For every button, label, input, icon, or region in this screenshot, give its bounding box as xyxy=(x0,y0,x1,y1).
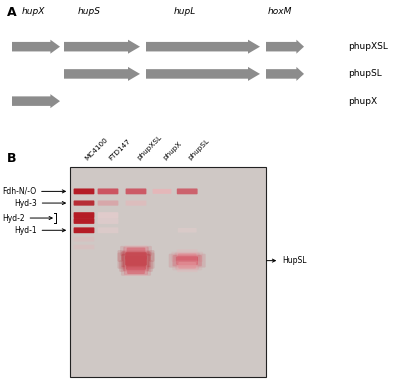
Text: MC4100: MC4100 xyxy=(84,136,109,161)
Text: Hyd-2: Hyd-2 xyxy=(2,214,52,223)
FancyBboxPatch shape xyxy=(177,249,198,272)
Text: Fdh-N/-O: Fdh-N/-O xyxy=(2,187,65,196)
Text: hoxM: hoxM xyxy=(268,7,292,16)
FancyBboxPatch shape xyxy=(74,189,94,194)
Polygon shape xyxy=(64,40,140,54)
FancyBboxPatch shape xyxy=(175,261,199,270)
FancyBboxPatch shape xyxy=(172,260,202,270)
FancyBboxPatch shape xyxy=(74,245,94,249)
Polygon shape xyxy=(266,67,304,81)
FancyBboxPatch shape xyxy=(121,251,151,261)
Text: hupS: hupS xyxy=(78,7,101,16)
Text: phupX: phupX xyxy=(348,96,377,106)
Text: phupXSL: phupXSL xyxy=(348,42,388,51)
FancyBboxPatch shape xyxy=(169,254,206,268)
FancyBboxPatch shape xyxy=(123,261,149,271)
Text: FTD147: FTD147 xyxy=(108,137,132,161)
FancyBboxPatch shape xyxy=(119,260,153,272)
FancyBboxPatch shape xyxy=(120,246,152,256)
FancyBboxPatch shape xyxy=(125,256,147,266)
Text: phupX: phupX xyxy=(162,141,183,161)
Text: phupSL: phupSL xyxy=(187,138,210,161)
Text: B: B xyxy=(7,152,17,165)
FancyBboxPatch shape xyxy=(98,227,118,233)
FancyBboxPatch shape xyxy=(121,254,151,267)
FancyBboxPatch shape xyxy=(176,256,198,265)
FancyBboxPatch shape xyxy=(98,200,118,206)
FancyBboxPatch shape xyxy=(74,227,94,233)
FancyBboxPatch shape xyxy=(98,218,118,224)
Polygon shape xyxy=(12,94,60,108)
FancyBboxPatch shape xyxy=(98,212,118,218)
FancyBboxPatch shape xyxy=(127,268,145,274)
FancyBboxPatch shape xyxy=(126,200,146,206)
FancyBboxPatch shape xyxy=(98,189,118,194)
Polygon shape xyxy=(266,40,304,54)
FancyBboxPatch shape xyxy=(74,237,94,242)
Text: Hyd-1: Hyd-1 xyxy=(14,226,65,235)
FancyBboxPatch shape xyxy=(74,200,94,206)
Text: Hyd-3: Hyd-3 xyxy=(14,198,65,208)
FancyBboxPatch shape xyxy=(118,250,154,262)
Text: hupX: hupX xyxy=(22,7,45,16)
FancyBboxPatch shape xyxy=(152,189,172,194)
FancyBboxPatch shape xyxy=(178,254,196,260)
FancyBboxPatch shape xyxy=(178,262,196,268)
Text: phupSL: phupSL xyxy=(348,69,382,79)
FancyBboxPatch shape xyxy=(74,212,94,218)
FancyBboxPatch shape xyxy=(178,228,197,233)
FancyBboxPatch shape xyxy=(127,247,145,254)
FancyBboxPatch shape xyxy=(74,218,94,224)
FancyBboxPatch shape xyxy=(121,266,151,276)
FancyBboxPatch shape xyxy=(126,189,146,194)
Text: A: A xyxy=(7,6,17,19)
FancyBboxPatch shape xyxy=(174,252,200,261)
FancyBboxPatch shape xyxy=(126,262,146,270)
FancyBboxPatch shape xyxy=(171,252,203,262)
FancyBboxPatch shape xyxy=(123,247,149,255)
FancyBboxPatch shape xyxy=(177,189,198,194)
Text: HupSL: HupSL xyxy=(267,256,306,265)
Text: hupL: hupL xyxy=(174,7,196,16)
FancyBboxPatch shape xyxy=(172,255,202,266)
Polygon shape xyxy=(146,40,260,54)
FancyBboxPatch shape xyxy=(118,252,154,269)
Polygon shape xyxy=(12,40,60,54)
Text: phupXSL: phupXSL xyxy=(136,135,163,161)
Polygon shape xyxy=(146,67,260,81)
FancyBboxPatch shape xyxy=(124,266,148,275)
FancyBboxPatch shape xyxy=(125,245,147,276)
FancyBboxPatch shape xyxy=(125,252,147,260)
Polygon shape xyxy=(64,67,140,81)
Bar xyxy=(70,167,266,377)
